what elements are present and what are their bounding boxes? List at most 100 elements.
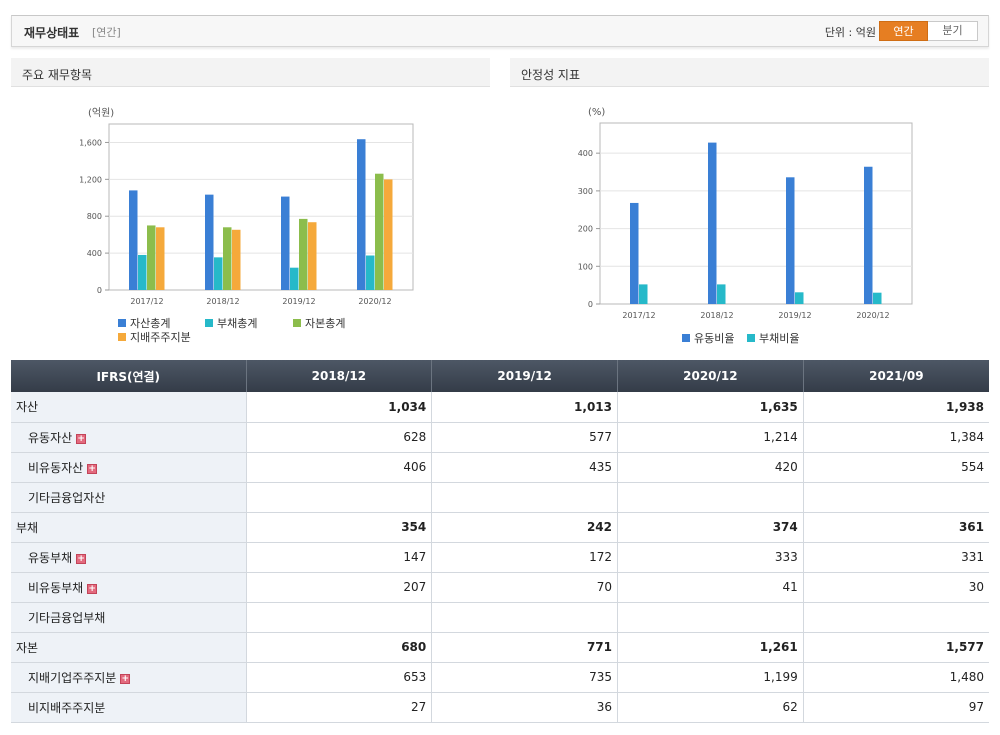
row-label-text: 유동자산: [28, 430, 73, 445]
table-cell: 172: [431, 542, 618, 573]
legend-label: 지배주주지분: [130, 331, 191, 344]
bar: [308, 222, 317, 290]
x-tick-label: 2019/12: [282, 297, 315, 306]
legend-swatch: [682, 334, 690, 342]
legend-label: 부채총계: [217, 317, 257, 330]
x-tick-label: 2017/12: [622, 311, 655, 320]
table-row: 유동자산 +628 577 1,214 1,384: [11, 422, 989, 453]
bar: [384, 179, 393, 290]
table-cell: 1,635: [617, 392, 804, 423]
legend-label: 자본총계: [305, 317, 345, 330]
table-cell: [802, 602, 989, 633]
table-row: 부채 354 242 374 361: [11, 512, 989, 543]
row-label-text: 부채: [16, 520, 39, 535]
table-cell: 680: [245, 632, 432, 663]
table-cell: 147: [245, 542, 432, 573]
bar: [290, 267, 299, 290]
y-tick-label: 200: [578, 225, 593, 234]
legend-swatch: [747, 334, 755, 342]
table-cell: [802, 482, 989, 513]
row-label-text: 유동부채: [28, 550, 73, 565]
table-row: 비유동부채 +207 70 41 30: [11, 572, 989, 603]
expand-plus-icon[interactable]: +: [76, 553, 87, 564]
row-label-text: 비유동자산: [28, 460, 84, 475]
table-row: 지배기업주주지분 +653 735 1,199 1,480: [11, 662, 989, 693]
bar: [630, 202, 639, 304]
table-cell: 771: [431, 632, 618, 663]
table-cell: 333: [617, 542, 804, 573]
legend-swatch: [293, 319, 301, 327]
bar: [708, 142, 717, 304]
stability-panel: 안정성 지표 (%) 0 100 200 300 400 2017/12 2018/12 201…: [510, 58, 989, 358]
y-tick-label: 300: [578, 187, 593, 196]
bar: [873, 292, 882, 304]
column-header: 2018/12: [245, 360, 432, 392]
y-tick-label: 800: [87, 212, 102, 221]
table-cell: 653: [245, 662, 432, 693]
period-toggle: 연간 분기: [879, 21, 978, 41]
legend-swatch: [118, 333, 126, 341]
bar: [795, 292, 804, 304]
y-tick-label: 400: [87, 249, 102, 258]
row-label: 유동자산 +: [11, 422, 246, 453]
section-title: 재무상태표: [24, 26, 80, 40]
table-row: 기타금융업부채: [11, 602, 989, 633]
table-header-row: IFRS(연결) 2018/12 2019/12 2020/12 2021/09: [11, 360, 989, 392]
table-row: 자산 1,034 1,013 1,635 1,938: [11, 392, 989, 423]
table-cell: 374: [617, 512, 804, 543]
expand-plus-icon[interactable]: +: [120, 673, 131, 684]
legend-label: 유동비율: [694, 332, 734, 345]
unit-label: (억원): [88, 107, 114, 119]
unit-label: (%): [588, 107, 605, 118]
row-label-text: 자본: [16, 640, 39, 655]
toggle-quarter-button[interactable]: 분기: [928, 22, 977, 40]
bar: [232, 229, 241, 290]
y-tick-label: 0: [588, 300, 593, 309]
table-cell: 242: [431, 512, 618, 543]
bar: [129, 190, 138, 290]
bar: [205, 194, 214, 290]
bar: [639, 284, 648, 304]
table-cell: [245, 602, 432, 633]
unit-label: 단위 : 억원: [824, 26, 876, 39]
bar: [299, 218, 308, 290]
expand-plus-icon[interactable]: +: [87, 583, 98, 594]
table-cell: [431, 602, 618, 633]
table-cell: 41: [617, 572, 804, 603]
table-row: 자본 680 771 1,261 1,577: [11, 632, 989, 663]
row-label-text: 자산: [16, 400, 39, 415]
table-cell: 30: [802, 572, 989, 603]
y-tick-label: 400: [578, 149, 593, 158]
table-row: 유동부채 +147 172 333 331: [11, 542, 989, 573]
table-cell: 1,384: [802, 422, 989, 453]
table-cell: 331: [802, 542, 989, 573]
row-label: 부채: [11, 512, 246, 543]
column-header: 2020/12: [617, 360, 804, 392]
table-cell: 420: [617, 452, 804, 483]
table-header-label: IFRS(연결): [11, 360, 246, 392]
bar: [138, 254, 147, 290]
table-cell: 406: [245, 452, 432, 483]
bar: [786, 177, 795, 304]
table-cell: [617, 482, 804, 513]
column-header: 2021/09: [802, 360, 989, 392]
row-label-text: 기타금융업부채: [28, 610, 106, 625]
row-label: 자본: [11, 632, 246, 663]
toggle-annual-button[interactable]: 연간: [879, 21, 928, 41]
bar: [717, 284, 726, 304]
column-header: 2019/12: [431, 360, 618, 392]
table-cell: 1,480: [802, 662, 989, 693]
financial-items-title: 주요 재무항목: [11, 58, 490, 87]
table-cell: 36: [431, 692, 618, 723]
table-cell: 207: [245, 572, 432, 603]
bar: [366, 255, 375, 290]
expand-plus-icon[interactable]: +: [76, 433, 87, 444]
table-cell: 354: [245, 512, 432, 543]
row-label: 비지배주주지분: [11, 692, 246, 723]
financial-items-panel: 주요 재무항목 (억원) 0 400 800 1,200 1,600 2017/12 2018…: [11, 58, 490, 358]
expand-plus-icon[interactable]: +: [87, 463, 98, 474]
bar: [375, 173, 384, 290]
period-tag: [연간]: [92, 26, 121, 39]
financial-items-chart: (억원) 0 400 800 1,200 1,600 2017/12 2018/12 2019/…: [79, 107, 414, 344]
x-tick-label: 2018/12: [206, 297, 239, 306]
